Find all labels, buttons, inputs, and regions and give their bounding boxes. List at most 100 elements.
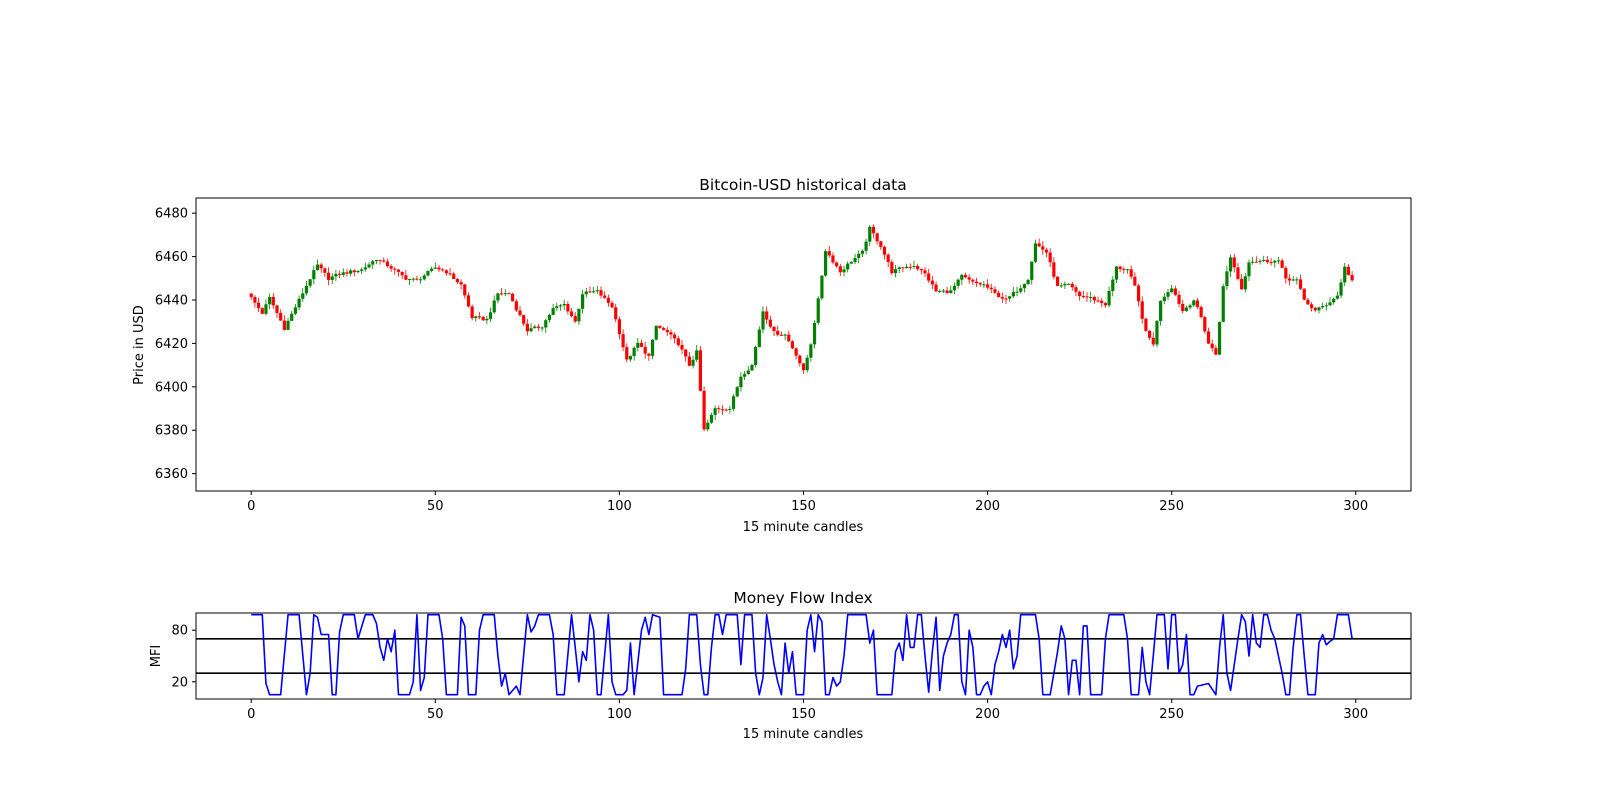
candle — [304, 280, 309, 296]
candle — [1118, 265, 1122, 272]
candle — [1059, 282, 1063, 288]
candle — [772, 326, 776, 336]
mfi-y-tick-label: 20 — [171, 675, 188, 690]
candle — [790, 340, 795, 350]
candle — [1170, 284, 1174, 294]
candle — [835, 261, 839, 268]
candle — [1033, 239, 1038, 264]
candle — [860, 249, 865, 257]
candle — [319, 262, 323, 273]
candle — [1240, 274, 1244, 290]
candle — [441, 268, 445, 272]
candle — [430, 266, 434, 273]
candle — [886, 253, 890, 268]
candle — [908, 263, 912, 271]
candle — [1144, 317, 1148, 332]
candle — [842, 265, 846, 277]
candle — [1265, 256, 1270, 264]
candle — [698, 346, 703, 392]
candle — [1335, 291, 1339, 300]
candle — [960, 273, 964, 285]
candle — [746, 366, 750, 375]
candle — [1173, 285, 1177, 296]
candle — [282, 315, 286, 331]
candle — [422, 273, 426, 281]
price-chart-title: Bitcoin-USD historical data — [699, 176, 906, 194]
mfi-x-tick: 50 — [427, 699, 444, 722]
candle — [643, 341, 647, 359]
candle — [1221, 284, 1225, 323]
candle — [308, 279, 312, 289]
candle — [455, 277, 460, 285]
candle — [647, 353, 651, 361]
candle — [271, 292, 275, 309]
candle — [930, 275, 934, 290]
candle — [511, 292, 515, 302]
candle — [562, 299, 566, 311]
candle — [1147, 330, 1152, 341]
candle — [540, 326, 544, 332]
candle — [580, 290, 585, 314]
candle — [529, 323, 533, 333]
candle — [1302, 288, 1306, 301]
candle — [665, 326, 669, 337]
candle — [514, 298, 518, 312]
candle — [871, 224, 876, 239]
mfi-x-tick: 0 — [247, 699, 255, 722]
candle — [1129, 265, 1133, 280]
candle — [481, 315, 485, 322]
candle — [496, 292, 500, 304]
candle — [1019, 284, 1023, 294]
candle — [827, 245, 831, 258]
mfi-x-tick-label: 200 — [975, 707, 1000, 722]
candle — [606, 294, 610, 307]
candle — [706, 419, 710, 432]
candle — [713, 405, 717, 420]
mfi-x-axis-label: 15 minute candles — [743, 727, 864, 742]
candle — [1251, 256, 1255, 265]
candle — [680, 339, 684, 354]
price-y-tick-label: 6360 — [155, 467, 188, 482]
candle — [750, 363, 754, 372]
candle — [485, 315, 489, 325]
candle — [864, 238, 868, 255]
candle — [1015, 286, 1019, 297]
candle — [1339, 278, 1343, 299]
candle — [334, 269, 338, 281]
candle — [1166, 288, 1170, 301]
candle — [1295, 277, 1299, 285]
candle — [1306, 298, 1310, 305]
candle — [783, 333, 787, 341]
candle — [393, 266, 397, 275]
candle — [349, 268, 353, 277]
candle — [352, 269, 356, 277]
candle — [1151, 332, 1155, 347]
candle — [831, 252, 835, 265]
candle — [1313, 306, 1317, 312]
candle — [621, 329, 625, 352]
mfi-x-tick-label: 150 — [791, 707, 816, 722]
candle — [448, 267, 452, 276]
candle — [558, 304, 563, 311]
candle — [1217, 321, 1222, 356]
candle — [345, 269, 349, 277]
candle — [974, 277, 979, 287]
mfi-x-tick-label: 50 — [427, 707, 444, 722]
candle — [912, 260, 916, 269]
candle — [323, 267, 327, 277]
mfi-series-group — [251, 613, 1353, 696]
candle — [893, 264, 898, 278]
candle — [614, 303, 618, 323]
candle — [551, 304, 555, 316]
price-x-tick: 0 — [247, 491, 255, 514]
candle — [956, 278, 960, 289]
candle — [654, 325, 658, 341]
candle — [1114, 265, 1119, 284]
candle — [1192, 299, 1196, 307]
candle — [1184, 305, 1189, 312]
candle — [904, 263, 909, 269]
candle — [1254, 256, 1258, 263]
candle — [378, 260, 382, 265]
